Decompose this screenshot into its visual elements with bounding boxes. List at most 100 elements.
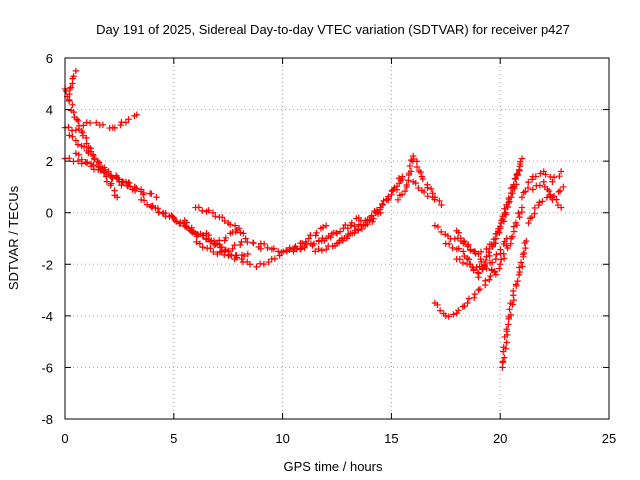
- track-point: [228, 252, 235, 259]
- data-point: [431, 222, 439, 229]
- track-point: [524, 184, 532, 192]
- data-point: [196, 240, 204, 247]
- track-point: [506, 306, 513, 313]
- data-point: [442, 312, 449, 320]
- track-point: [486, 241, 494, 248]
- track-point: [155, 208, 163, 216]
- track-point: [467, 247, 474, 254]
- track-point: [369, 218, 376, 225]
- data-point: [305, 235, 312, 242]
- data-point: [518, 204, 526, 211]
- track-point: [133, 185, 140, 192]
- track-point: [89, 151, 97, 158]
- data-point: [503, 235, 510, 242]
- track-point: [182, 223, 189, 230]
- data-point: [133, 111, 141, 118]
- track-point: [515, 271, 523, 279]
- data-point: [244, 250, 251, 258]
- data-point: [72, 137, 80, 144]
- x-tick-labels: 0 5 10 15 20 25: [61, 431, 616, 446]
- data-point: [218, 248, 225, 255]
- data-point: [540, 178, 547, 185]
- track-point: [65, 124, 72, 131]
- track-point: [401, 187, 409, 195]
- track-point: [351, 223, 358, 230]
- track-point: [502, 209, 509, 216]
- track-point: [415, 184, 422, 192]
- track-point: [205, 231, 213, 239]
- track-point: [511, 185, 518, 193]
- track-point: [493, 251, 500, 258]
- track-point: [474, 269, 481, 276]
- track-point: [62, 87, 70, 95]
- data-point: [114, 194, 121, 201]
- x-tick-label: 25: [602, 431, 616, 446]
- track-point: [507, 299, 514, 307]
- data-point: [529, 186, 537, 193]
- data-point: [290, 248, 297, 255]
- track-point: [195, 204, 203, 211]
- track-point: [318, 247, 326, 254]
- track-point: [417, 168, 424, 176]
- track-point: [66, 85, 74, 93]
- y-tick-label: -4: [41, 309, 53, 324]
- track-point: [427, 185, 435, 193]
- track-point: [221, 251, 228, 259]
- track-point: [169, 213, 176, 220]
- track-point: [93, 119, 100, 126]
- track-point: [424, 184, 431, 191]
- data-point: [70, 108, 77, 116]
- track-point: [501, 205, 508, 212]
- track-point: [550, 174, 558, 181]
- data-point: [377, 204, 384, 211]
- track-point: [140, 189, 147, 197]
- track-point: [451, 235, 459, 243]
- x-tick-label: 0: [61, 431, 68, 446]
- track-point: [503, 326, 510, 333]
- track-point: [403, 181, 410, 189]
- data-point: [560, 183, 567, 191]
- data-point: [525, 219, 532, 227]
- track-point: [545, 187, 553, 195]
- track-point: [210, 248, 217, 256]
- track-point: [512, 219, 520, 226]
- track-point: [510, 287, 517, 295]
- track-point: [445, 313, 452, 320]
- track-point: [183, 219, 190, 226]
- track-point: [378, 200, 386, 208]
- data-point: [497, 261, 504, 268]
- track-point: [496, 223, 504, 230]
- track-point: [481, 262, 488, 269]
- track-point: [434, 223, 442, 231]
- track-point: [222, 234, 229, 242]
- track-point: [407, 168, 415, 175]
- track-point: [85, 149, 92, 157]
- track-point: [537, 170, 544, 177]
- track-point: [332, 229, 340, 237]
- track-point: [240, 252, 248, 260]
- track-point: [233, 254, 241, 261]
- track-point: [465, 241, 472, 248]
- axis-ticks: [64, 57, 610, 420]
- data-point: [549, 196, 556, 204]
- track-point: [202, 236, 210, 243]
- y-tick-label: -6: [41, 360, 53, 375]
- track-point: [80, 122, 87, 129]
- track-point: [296, 246, 304, 253]
- y-tick-label: 0: [46, 206, 53, 221]
- grid-lines: [65, 58, 609, 419]
- track-point: [113, 172, 120, 179]
- track-point: [516, 264, 523, 271]
- track-point: [531, 210, 538, 217]
- track-point: [74, 141, 82, 148]
- data-point: [137, 186, 145, 193]
- track-point: [270, 245, 278, 252]
- track-point: [231, 222, 239, 229]
- track-point: [107, 182, 114, 189]
- track-point: [481, 263, 489, 270]
- track-point: [143, 201, 151, 208]
- track-point: [515, 209, 522, 217]
- data-point: [209, 209, 217, 216]
- track-point: [278, 249, 285, 256]
- track-point: [515, 166, 523, 173]
